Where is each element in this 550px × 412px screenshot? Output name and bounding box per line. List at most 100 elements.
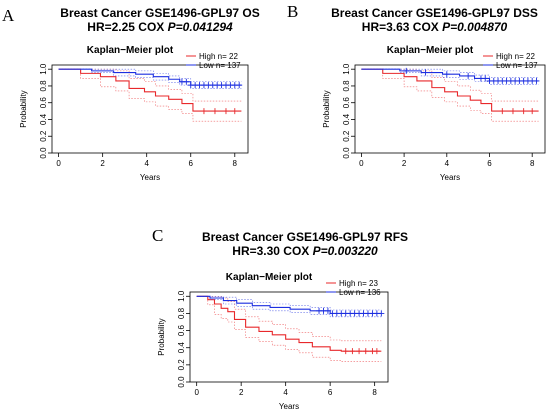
y-tick-label: 0.8 <box>177 307 186 319</box>
series-line-high <box>196 295 382 352</box>
censor-mark-high <box>529 108 536 115</box>
y-tick-label: 0.2 <box>177 359 186 371</box>
y-axis-label: Probability <box>157 318 166 355</box>
censor-mark-high <box>342 348 349 355</box>
x-axis-label: Years <box>279 402 299 411</box>
censor-mark-low <box>465 72 472 79</box>
plot-frame <box>354 64 546 154</box>
censor-mark-low <box>482 75 489 82</box>
panel-b-title-line1: Breast Cancer GSE1496-GPL97 DSS <box>331 6 538 20</box>
km-plot-title: Kaplan−Meier plot <box>387 45 474 56</box>
censor-mark-high <box>231 108 238 115</box>
legend-label-high: High n= 23 <box>339 279 378 288</box>
series-line-high <box>361 68 539 112</box>
censor-mark-high <box>373 348 380 355</box>
x-tick-label: 0 <box>56 159 61 168</box>
panel-a-title-line1: Breast Cancer GSE1496-GPL97 OS <box>60 6 260 20</box>
legend-label-low: Low n= 136 <box>339 288 381 297</box>
y-tick-label: 0.2 <box>342 130 351 142</box>
x-tick-label: 4 <box>283 388 288 397</box>
x-tick-label: 6 <box>487 159 492 168</box>
censor-mark-low <box>403 67 410 74</box>
series-line-low <box>196 295 382 314</box>
panel-letter-a: A <box>2 6 15 25</box>
censor-mark-high <box>499 108 506 115</box>
censor-mark-high <box>211 108 218 115</box>
panel-a-chart: Kaplan−Meier plot 0 2 4 6 8 0.0 0.2 0.4 0.6 0.8 1.0… <box>0 0 275 200</box>
panel-b-hr-line: HR=3.63 COX P=0.004870 <box>307 20 550 34</box>
censor-mark-low <box>378 310 385 317</box>
x-tick-label: 2 <box>100 159 105 168</box>
series-line-high <box>58 68 242 112</box>
y-tick-label: 0.6 <box>342 97 351 109</box>
panel-a-title: Breast Cancer GSE1496-GPL97 OS HR=2.25 C… <box>25 6 295 34</box>
censor-mark-high <box>509 108 516 115</box>
censor-mark-high <box>520 108 527 115</box>
panel-b-hr-text: HR=3.63 COX <box>361 20 443 34</box>
y-tick-label: 0.0 <box>177 376 186 388</box>
panel-c-title-line1: Breast Cancer GSE1496-GPL97 RFS <box>201 230 409 244</box>
x-tick-label: 0 <box>194 388 199 397</box>
panel-a-p-value: P=0.041294 <box>167 20 233 34</box>
ci-lower-high <box>196 295 382 362</box>
y-tick-label: 0.4 <box>342 113 351 125</box>
censor-mark-high <box>362 348 369 355</box>
ci-upper-high <box>196 295 382 342</box>
panel-c-hr-line: HR=3.30 COX P=0.003220 <box>175 244 435 258</box>
x-tick-label: 6 <box>328 388 333 397</box>
y-axis-label: Probability <box>19 90 28 127</box>
censor-mark-high <box>349 348 356 355</box>
ci-lower-high <box>361 68 539 122</box>
x-axis-label: Years <box>140 173 160 182</box>
x-tick-label: 2 <box>402 159 407 168</box>
x-tick-label: 2 <box>239 388 244 397</box>
y-tick-label: 0.8 <box>342 80 351 92</box>
x-tick-label: 8 <box>530 159 535 168</box>
x-tick-label: 8 <box>233 159 238 168</box>
legend-label-high: High n= 22 <box>496 52 535 61</box>
y-tick-label: 0.6 <box>177 324 186 336</box>
ci-upper-high <box>361 68 539 102</box>
legend-label-low: Low n= 137 <box>496 61 538 70</box>
y-tick-label: 0.4 <box>177 342 186 354</box>
y-tick-label: 1.0 <box>39 63 48 75</box>
km-plot-title: Kaplan−Meier plot <box>226 272 313 283</box>
censor-mark-low <box>183 78 190 85</box>
y-axis-label: Probability <box>322 90 331 127</box>
ci-lower-low <box>361 68 539 85</box>
y-tick-label: 1.0 <box>177 290 186 302</box>
censor-mark-low <box>533 77 540 84</box>
panel-c-p-value: P=0.003220 <box>312 244 378 258</box>
plot-frame <box>189 291 389 383</box>
x-tick-label: 0 <box>359 159 364 168</box>
y-tick-label: 1.0 <box>342 63 351 75</box>
ci-lower-high <box>58 68 242 122</box>
x-tick-label: 6 <box>189 159 194 168</box>
panel-b-p-value: P=0.004870 <box>442 20 508 34</box>
x-tick-label: 4 <box>144 159 149 168</box>
y-tick-label: 0.0 <box>39 147 48 159</box>
x-axis-label: Years <box>440 173 460 182</box>
km-plot-title: Kaplan−Meier plot <box>87 45 174 56</box>
censor-mark-high <box>356 348 363 355</box>
censor-mark-low <box>443 71 450 78</box>
panel-a-hr-line: HR=2.25 COX P=0.041294 <box>25 20 295 34</box>
x-tick-label: 4 <box>445 159 450 168</box>
legend-label-high: High n= 22 <box>199 52 238 61</box>
censor-mark-low <box>422 69 429 76</box>
panel-a-hr-text: HR=2.25 COX <box>87 20 168 34</box>
legend-label-low: Low n= 137 <box>199 61 241 70</box>
panel-c-title: Breast Cancer GSE1496-GPL97 RFS HR=3.30 … <box>175 230 435 258</box>
censor-mark-low <box>236 82 243 89</box>
panel-letter-b: B <box>287 2 299 21</box>
panel-b-chart: Kaplan−Meier plot 0 2 4 6 8 0.0 0.2 0.4 0.6 0.8 1.0… <box>0 0 550 200</box>
panel-letter-c: C <box>152 226 164 245</box>
panel-b-title: Breast Cancer GSE1496-GPL97 DSS HR=3.63 … <box>307 6 550 34</box>
y-tick-label: 0.6 <box>39 97 48 109</box>
plot-frame <box>51 64 249 154</box>
y-tick-label: 0.2 <box>39 130 48 142</box>
y-tick-label: 0.8 <box>39 80 48 92</box>
ci-upper-low <box>196 295 382 311</box>
censor-mark-high <box>200 108 207 115</box>
